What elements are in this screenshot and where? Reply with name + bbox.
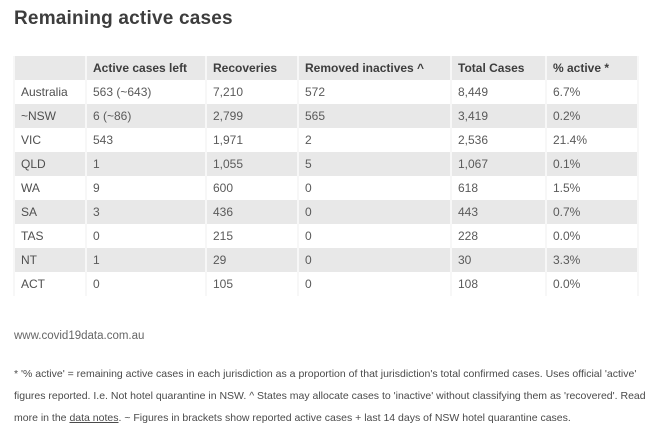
footnote-text-part1: * '% active' = remaining active cases in… xyxy=(14,368,646,424)
table-cell: 3,419 xyxy=(452,104,545,128)
row-label: VIC xyxy=(15,128,85,152)
table-cell: 105 xyxy=(207,272,297,296)
column-header-pct-active: % active * xyxy=(547,56,637,80)
table-cell: 600 xyxy=(207,176,297,200)
table-cell: 1 xyxy=(87,152,205,176)
table-cell: 3.3% xyxy=(547,248,637,272)
table-cell: 6 (~86) xyxy=(87,104,205,128)
table-cell: 9 xyxy=(87,176,205,200)
column-header-active-cases-left: Active cases left xyxy=(87,56,205,80)
table-cell: 6.7% xyxy=(547,80,637,104)
row-label: WA xyxy=(15,176,85,200)
table-cell: 2 xyxy=(299,128,450,152)
table-cell: 215 xyxy=(207,224,297,248)
page-title: Remaining active cases xyxy=(14,8,233,29)
table-cell: 565 xyxy=(299,104,450,128)
table-cell: 0 xyxy=(87,224,205,248)
table-cell: 0 xyxy=(299,200,450,224)
table-cell: 0.2% xyxy=(547,104,637,128)
column-header-jurisdiction xyxy=(15,56,85,80)
table-cell: 572 xyxy=(299,80,450,104)
table-cell: 0.7% xyxy=(547,200,637,224)
table-cell: 7,210 xyxy=(207,80,297,104)
table-cell: 543 xyxy=(87,128,205,152)
table-cell: 21.4% xyxy=(547,128,637,152)
table-row-tas: TAS 0 215 0 228 0.0% xyxy=(15,224,637,248)
row-label: ~NSW xyxy=(15,104,85,128)
row-label: SA xyxy=(15,200,85,224)
table-row-vic: VIC 543 1,971 2 2,536 21.4% xyxy=(15,128,637,152)
table-cell: 0.0% xyxy=(547,272,637,296)
table-cell: 443 xyxy=(452,200,545,224)
table-header-row: Active cases left Recoveries Removed ina… xyxy=(15,56,637,80)
table-cell: 108 xyxy=(452,272,545,296)
table-cell: 0.1% xyxy=(547,152,637,176)
table-cell: 0 xyxy=(299,248,450,272)
table-cell: 0 xyxy=(299,176,450,200)
footnote: * '% active' = remaining active cases in… xyxy=(14,363,650,427)
row-label: NT xyxy=(15,248,85,272)
table-row-act: ACT 0 105 0 108 0.0% xyxy=(15,272,637,296)
table-cell: 563 (~643) xyxy=(87,80,205,104)
table-row-qld: QLD 1 1,055 5 1,067 0.1% xyxy=(15,152,637,176)
active-cases-table: Active cases left Recoveries Removed ina… xyxy=(13,56,639,296)
table-cell: 30 xyxy=(452,248,545,272)
table-cell: 436 xyxy=(207,200,297,224)
column-header-removed-inactives: Removed inactives ^ xyxy=(299,56,450,80)
table-cell: 3 xyxy=(87,200,205,224)
row-label: TAS xyxy=(15,224,85,248)
data-notes-link[interactable]: data notes xyxy=(69,412,119,424)
source-url: www.covid19data.com.au xyxy=(14,330,145,342)
table-row-australia: Australia 563 (~643) 7,210 572 8,449 6.7… xyxy=(15,80,637,104)
footnote-text-part2: . ~ Figures in brackets show reported ac… xyxy=(118,412,571,424)
table-cell: 1.5% xyxy=(547,176,637,200)
table-row-sa: SA 3 436 0 443 0.7% xyxy=(15,200,637,224)
table-cell: 8,449 xyxy=(452,80,545,104)
column-header-total-cases: Total Cases xyxy=(452,56,545,80)
column-header-recoveries: Recoveries xyxy=(207,56,297,80)
table-cell: 1 xyxy=(87,248,205,272)
table-cell: 618 xyxy=(452,176,545,200)
table-cell: 0.0% xyxy=(547,224,637,248)
table-cell: 228 xyxy=(452,224,545,248)
table-cell: 2,536 xyxy=(452,128,545,152)
table-row-wa: WA 9 600 0 618 1.5% xyxy=(15,176,637,200)
table-cell: 29 xyxy=(207,248,297,272)
table-cell: 1,971 xyxy=(207,128,297,152)
row-label: ACT xyxy=(15,272,85,296)
row-label: QLD xyxy=(15,152,85,176)
table-row-nsw: ~NSW 6 (~86) 2,799 565 3,419 0.2% xyxy=(15,104,637,128)
table-row-nt: NT 1 29 0 30 3.3% xyxy=(15,248,637,272)
row-label: Australia xyxy=(15,80,85,104)
table-cell: 0 xyxy=(299,224,450,248)
table-cell: 0 xyxy=(87,272,205,296)
table-cell: 0 xyxy=(299,272,450,296)
table-cell: 1,067 xyxy=(452,152,545,176)
table-cell: 5 xyxy=(299,152,450,176)
table-cell: 1,055 xyxy=(207,152,297,176)
table-cell: 2,799 xyxy=(207,104,297,128)
